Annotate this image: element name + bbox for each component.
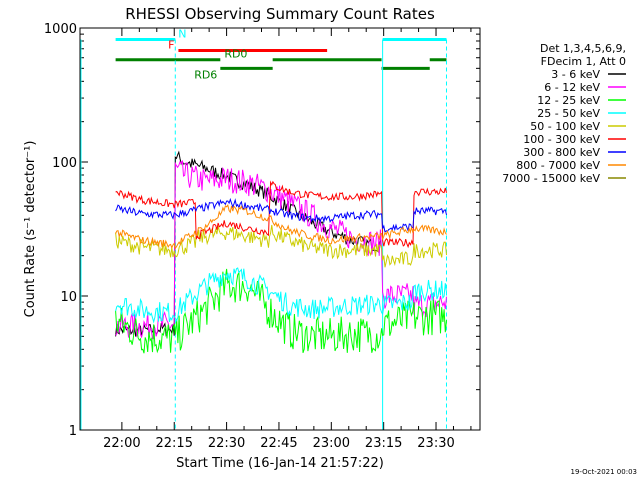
series-line [115,180,447,249]
series-line [115,224,447,268]
annotation-label: RD6 [194,68,217,81]
legend-label: 50 - 100 keV [530,120,600,133]
legend-label: 100 - 300 keV [523,133,600,146]
annotation-label: N [178,28,186,41]
series-line [115,204,447,250]
legend-label: 3 - 6 keV [551,68,600,81]
x-tick-labels: 22:00 22:15 22:30 22:45 23:00 23:15 23:30 [103,436,455,451]
x-tick-label: 23:00 [313,436,350,451]
legend-label: 6 - 12 keV [544,81,600,94]
series-line [115,197,447,234]
x-tick-label: 22:45 [260,436,297,451]
y-axis-label: Count Rate (s⁻¹ detector⁻¹) [23,141,38,318]
y-tick-label: 10 [60,290,77,305]
legend-label: 12 - 25 keV [537,94,600,107]
x-tick-label: 22:00 [103,436,140,451]
x-tick-label: 23:15 [365,436,402,451]
annotation-label: RD0 [224,48,247,61]
y-tick-labels: 1 10 100 1000 [44,22,77,439]
legend-label: 300 - 800 keV [523,146,600,159]
series-lines [115,150,447,431]
x-tick-label: 22:15 [156,436,193,451]
footer-date: 19-Oct-2021 00:03 [571,468,637,476]
y-tick-label: 1 [69,424,77,439]
annotation-label: F [168,38,174,51]
x-tick-label: 23:30 [417,436,454,451]
x-tick-label: 22:30 [208,436,245,451]
legend-label: 25 - 50 keV [537,107,600,120]
legend-header-line-1: Det 1,3,4,5,6,9, [540,42,626,55]
annotation-bars: NF RD0 RD6 [115,28,447,81]
series-line [115,267,447,324]
plot-frame [79,27,481,431]
series-line [115,268,447,354]
y-tick-label: 100 [52,156,77,171]
axis-ticks [80,28,480,431]
series-line [115,160,447,340]
chart-title: RHESSI Observing Summary Count Rates [125,5,435,23]
legend-label: 7000 - 15000 keV [502,172,600,185]
y-tick-label: 1000 [44,22,77,37]
legend: Det 1,3,4,5,6,9, FDecim 1, Att 0 3 - 6 k… [502,42,626,185]
legend-header-line-2: FDecim 1, Att 0 [541,55,626,68]
legend-label: 800 - 7000 keV [516,159,600,172]
x-axis-label: Start Time (16-Jan-14 21:57:22) [176,456,384,471]
